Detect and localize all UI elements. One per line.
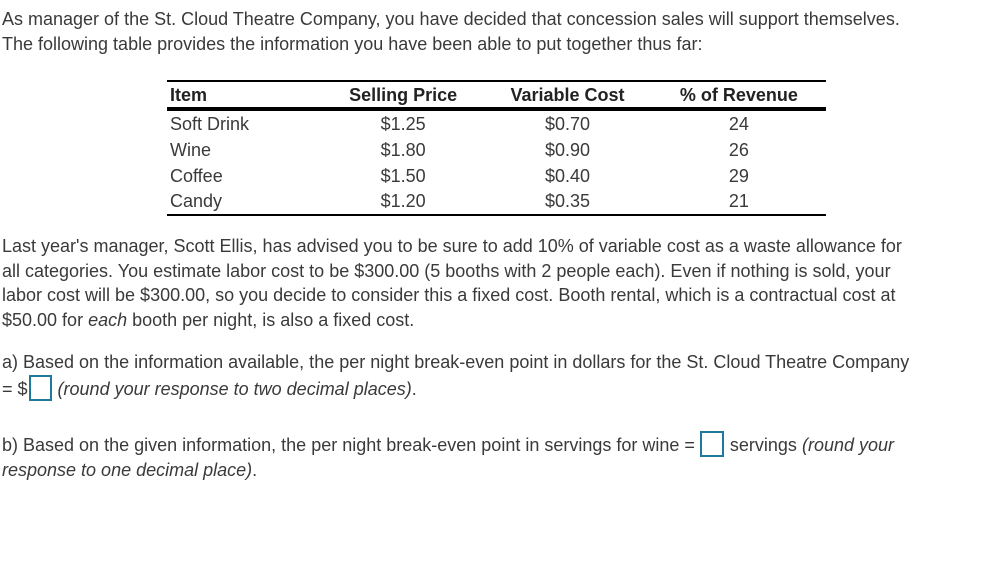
- cell-variable-cost: $0.35: [483, 189, 652, 216]
- header-selling-price: Selling Price: [323, 80, 484, 111]
- table-row: Coffee $1.50 $0.40 29: [167, 163, 826, 189]
- cell-item: Candy: [167, 189, 323, 216]
- question-b: b) Based on the given information, the p…: [2, 431, 894, 482]
- table-header-row: Item Selling Price Variable Cost % of Re…: [167, 80, 826, 111]
- question-b-suffix: .: [252, 459, 258, 480]
- emphasis-each: each: [88, 309, 128, 330]
- intro-line-2: The following table provides the informa…: [2, 33, 703, 54]
- table-row: Wine $1.80 $0.90 26: [167, 137, 826, 163]
- scenario-line-4-post: booth per night, is also a fixed cost.: [127, 309, 415, 330]
- cell-variable-cost: $0.70: [544, 114, 590, 134]
- scenario-line-1: Last year's manager, Scott Ellis, has ad…: [2, 236, 902, 256]
- cell-percent-revenue: 24: [728, 114, 749, 134]
- answer-input-b[interactable]: [699, 431, 724, 457]
- answer-input-a[interactable]: [28, 374, 52, 401]
- question-a-prefix: = $: [2, 378, 28, 399]
- cell-percent-revenue: 21: [651, 189, 826, 216]
- question-a-suffix: .: [411, 378, 417, 399]
- cell-item: Wine: [170, 140, 212, 160]
- intro-paragraph: As manager of the St. Cloud Theatre Comp…: [2, 7, 900, 56]
- scenario-line-4-pre: $50.00 for: [2, 309, 89, 330]
- question-a-text: a) Based on the information available, t…: [2, 352, 910, 372]
- scenario-line-3: labor cost will be $300.00, so you decid…: [2, 285, 896, 305]
- cell-selling-price: $1.20: [323, 189, 484, 216]
- cell-percent-revenue: 29: [728, 166, 749, 186]
- intro-line-1: As manager of the St. Cloud Theatre Comp…: [2, 9, 900, 29]
- cell-variable-cost: $0.40: [544, 166, 590, 186]
- cell-selling-price: $1.50: [380, 166, 426, 186]
- concession-table: Item Selling Price Variable Cost % of Re…: [167, 80, 826, 216]
- question-a-hint: (round your response to two decimal plac…: [57, 378, 412, 399]
- cell-variable-cost: $0.90: [544, 140, 590, 160]
- header-variable-cost: Variable Cost: [483, 80, 652, 111]
- question-b-text: b) Based on the given information, the p…: [2, 435, 695, 455]
- table-row: Candy $1.20 $0.35 21: [167, 189, 826, 216]
- cell-selling-price: $1.80: [380, 140, 426, 160]
- question-b-unit: servings: [729, 435, 797, 455]
- question-a: a) Based on the information available, t…: [2, 350, 909, 401]
- scenario-paragraph: Last year's manager, Scott Ellis, has ad…: [2, 234, 902, 332]
- cell-selling-price: $1.25: [380, 114, 426, 134]
- header-percent-revenue: % of Revenue: [651, 80, 826, 111]
- scenario-line-2: all categories. You estimate labor cost …: [2, 260, 891, 281]
- cell-item: Coffee: [170, 166, 223, 186]
- cell-item: Soft Drink: [170, 114, 250, 134]
- question-b-hint-1: (round your: [801, 435, 895, 455]
- table-row: Soft Drink $1.25 $0.70 24: [167, 109, 826, 137]
- header-item: Item: [167, 80, 323, 111]
- question-b-hint-2: response to one decimal place): [2, 459, 253, 480]
- cell-percent-revenue: 26: [728, 140, 749, 160]
